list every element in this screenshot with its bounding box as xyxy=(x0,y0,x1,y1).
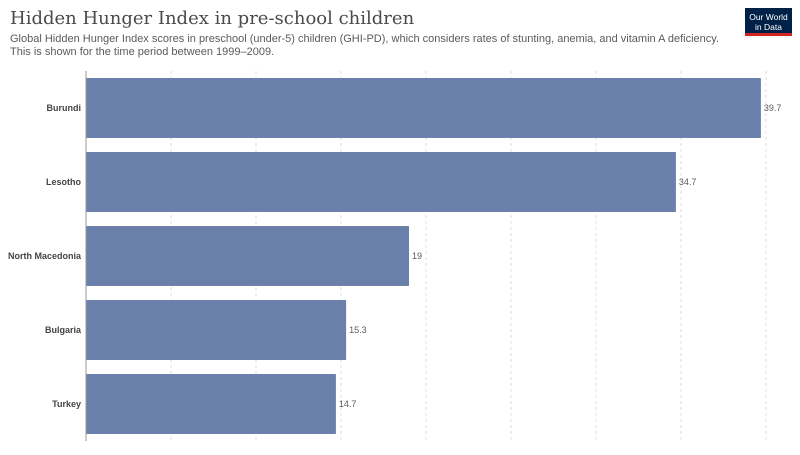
category-label: Bulgaria xyxy=(45,325,82,335)
category-label: Burundi xyxy=(47,103,82,113)
category-label: Lesotho xyxy=(46,177,82,187)
bar-north-macedonia[interactable] xyxy=(86,226,409,286)
owid-logo[interactable]: Our World in Data xyxy=(745,8,792,36)
bar-bulgaria[interactable] xyxy=(86,300,347,360)
bar-burundi[interactable] xyxy=(86,78,761,138)
chart-subtitle: Global Hidden Hunger Index scores in pre… xyxy=(10,33,720,58)
logo-line-1: Our World xyxy=(749,12,788,22)
value-label: 19 xyxy=(412,251,422,261)
value-label: 15.3 xyxy=(349,325,367,335)
category-label: Turkey xyxy=(52,399,81,409)
bar-turkey[interactable] xyxy=(86,374,336,434)
bar-lesotho[interactable] xyxy=(86,152,676,212)
bars xyxy=(86,78,761,434)
labels: Burundi 39.7 Lesotho 34.7 North Macedonia 19 B… xyxy=(8,103,781,409)
chart-title: Hidden Hunger Index in pre-school childr… xyxy=(10,8,415,29)
category-label: North Macedonia xyxy=(8,251,82,261)
logo-line-2: in Data xyxy=(755,22,782,32)
value-label: 14.7 xyxy=(339,399,357,409)
value-label: 34.7 xyxy=(679,177,697,187)
value-label: 39.7 xyxy=(764,103,782,113)
